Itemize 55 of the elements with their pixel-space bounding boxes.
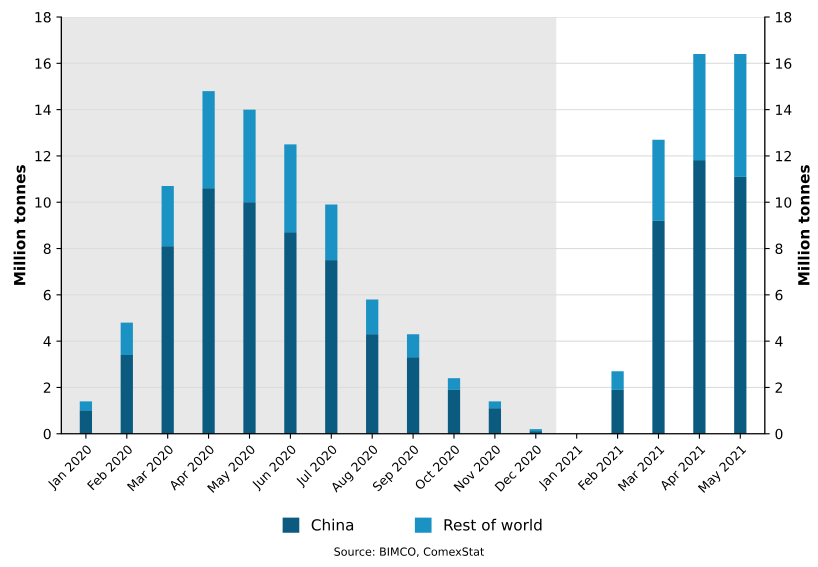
bar [406, 357, 420, 434]
bar [448, 390, 460, 434]
bar [162, 186, 174, 246]
bar [202, 91, 215, 188]
bar [611, 390, 624, 434]
bar [448, 378, 460, 390]
bar [243, 202, 256, 434]
legend-label: China [312, 518, 354, 531]
bar [366, 299, 378, 334]
bar [488, 408, 502, 434]
y2-tick-label: 0 [775, 428, 782, 440]
y-tick-label: 0 [44, 428, 51, 440]
bar [488, 401, 502, 408]
bar [80, 410, 92, 434]
bar [325, 204, 338, 260]
bar [406, 334, 420, 358]
bar [243, 110, 256, 202]
bar [734, 54, 746, 177]
bar [693, 54, 706, 161]
bar [120, 322, 133, 356]
y-tick-label: 14 [35, 104, 51, 115]
y2-tick-label: 14 [776, 104, 792, 115]
y-tick-label: 12 [35, 150, 50, 162]
y-tick-label: 2 [44, 382, 50, 393]
y2-axis-title: Million tonnes [798, 165, 810, 285]
y2-tick-label: 16 [776, 58, 792, 69]
bar [120, 355, 133, 434]
bar [652, 220, 665, 434]
bar [284, 144, 297, 232]
y-tick-label: 18 [35, 12, 51, 22]
bar [202, 188, 215, 434]
y-tick-label: 8 [44, 244, 51, 254]
y2-tick-label: 18 [776, 12, 792, 22]
y2-tick-label: 6 [776, 290, 783, 300]
bar [611, 371, 624, 390]
bar [366, 334, 378, 434]
bar [80, 401, 92, 411]
y-axis-title: Million tonnes [14, 165, 26, 285]
bar [162, 246, 174, 434]
bar [693, 160, 706, 434]
y2-tick-label: 12 [776, 150, 791, 162]
y-tick-label: 16 [35, 58, 51, 69]
y2-tick-label: 2 [776, 382, 782, 393]
legend-label: Rest of world [444, 518, 542, 531]
y-tick-label: 4 [43, 336, 51, 346]
y-tick-label: 6 [44, 290, 51, 300]
y-tick-label: 10 [35, 197, 51, 208]
source-note: Source: BIMCO, ComexStat [334, 547, 484, 557]
y2-tick-label: 8 [775, 244, 782, 254]
bar [652, 140, 665, 221]
bar [284, 232, 297, 434]
bar [734, 176, 746, 434]
y2-tick-label: 4 [775, 336, 783, 346]
bar [325, 260, 338, 434]
y2-tick-label: 10 [776, 197, 792, 208]
